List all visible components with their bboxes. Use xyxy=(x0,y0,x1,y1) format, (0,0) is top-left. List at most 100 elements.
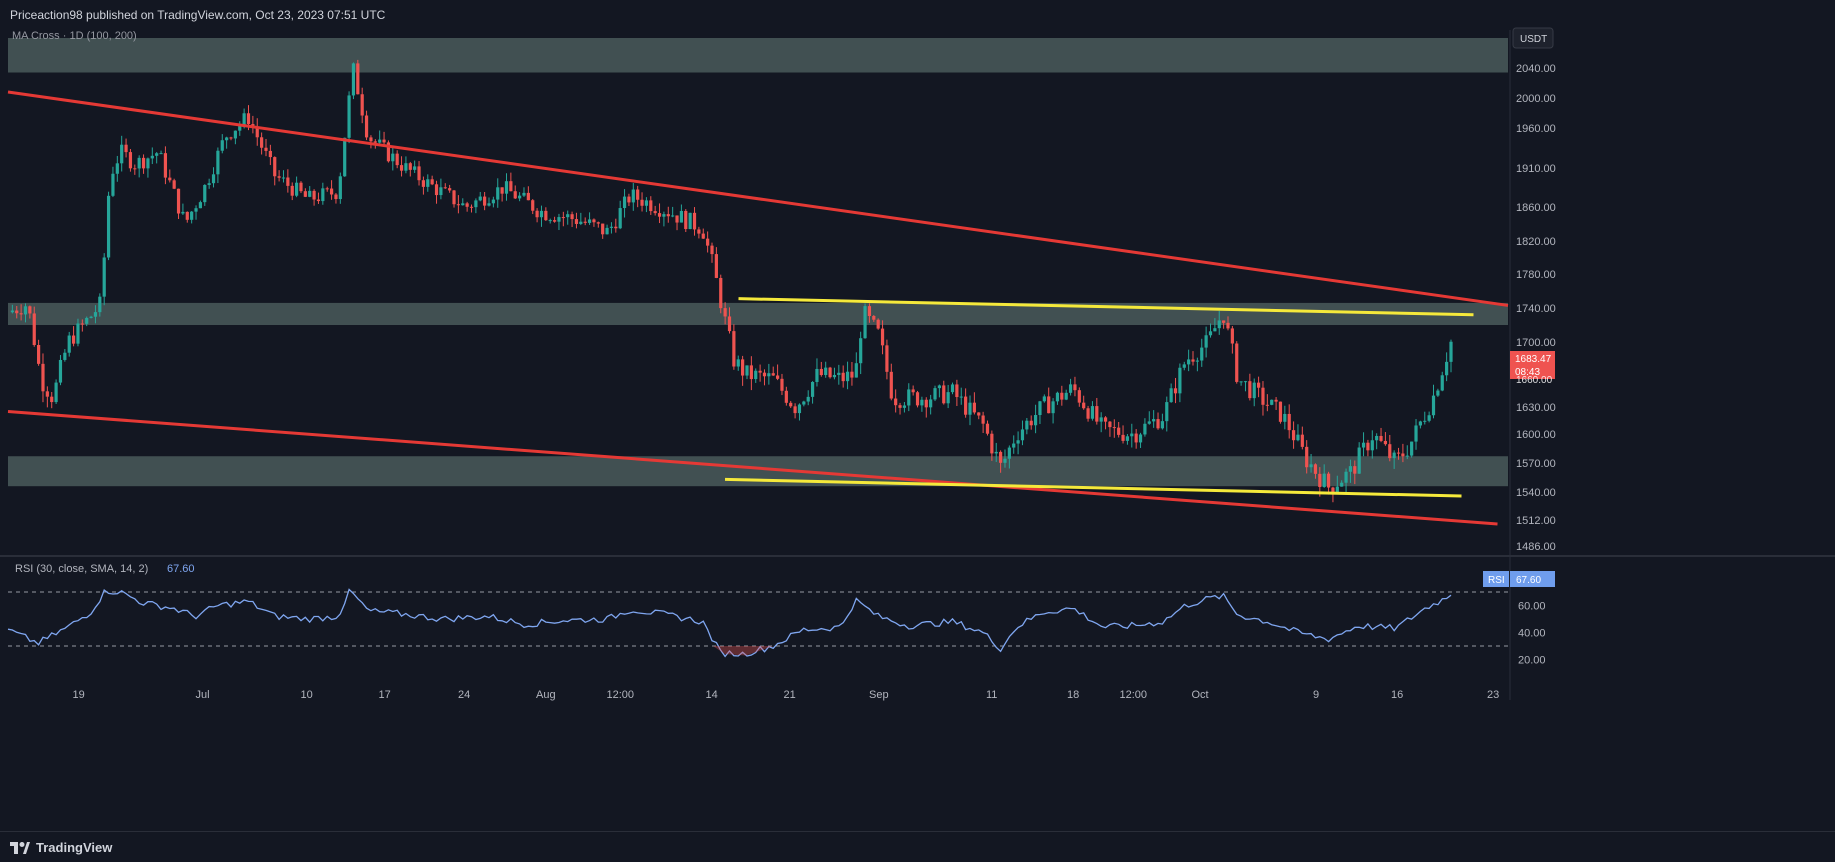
candle-body xyxy=(526,192,530,201)
candle-body xyxy=(434,184,439,196)
candle-body xyxy=(347,95,351,138)
publisher-bar: Priceaction98 published on TradingView.c… xyxy=(0,0,1835,30)
candle-body xyxy=(1200,347,1204,361)
tradingview-logo-icon xyxy=(10,841,30,854)
candle-body xyxy=(1392,452,1396,459)
support-resistance-zone xyxy=(8,302,1508,325)
candle-body xyxy=(754,370,758,380)
candle-body xyxy=(1082,402,1086,409)
candle-body xyxy=(111,173,115,196)
candle-body xyxy=(767,373,771,377)
candle-body xyxy=(496,187,500,200)
candle-body xyxy=(273,157,277,177)
candle-body xyxy=(1143,423,1147,435)
candle-body xyxy=(1204,335,1208,348)
candle-body xyxy=(312,190,316,200)
candle-body xyxy=(1283,413,1287,422)
candle-body xyxy=(587,219,592,223)
candle-body xyxy=(421,180,426,187)
candle-body xyxy=(1016,440,1020,444)
candle-body xyxy=(859,338,863,364)
candle-body xyxy=(644,200,649,206)
candle-body xyxy=(1090,406,1095,419)
candle-body xyxy=(172,180,176,189)
candle-body xyxy=(233,130,237,139)
candle-body xyxy=(225,137,229,141)
candle-body xyxy=(1300,434,1304,447)
time-tick-label: 12:00 xyxy=(607,689,635,701)
candle-body xyxy=(1134,433,1138,443)
time-tick-label: 9 xyxy=(1313,689,1319,701)
candle-body xyxy=(872,316,876,320)
rsi-tick-label: 20.00 xyxy=(1518,655,1546,667)
candle-body xyxy=(815,368,819,382)
time-tick-label: 17 xyxy=(379,689,391,701)
candle-body xyxy=(1309,464,1313,468)
candle-body xyxy=(63,352,67,360)
candle-body xyxy=(176,188,181,214)
candle-body xyxy=(1248,381,1252,399)
price-tick-label: 2040.00 xyxy=(1516,63,1556,75)
candle-body xyxy=(1331,487,1335,493)
candle-body xyxy=(1064,392,1068,400)
candle-body xyxy=(264,147,268,151)
candle-body xyxy=(452,190,456,205)
price-tick-label: 1700.00 xyxy=(1516,337,1556,349)
tradingview-logo[interactable]: TradingView xyxy=(10,840,112,855)
candle-body xyxy=(1042,396,1046,402)
candle-body xyxy=(159,153,163,155)
candle-body xyxy=(351,63,356,96)
candle-body xyxy=(977,412,981,416)
candle-body xyxy=(710,245,714,255)
candle-body xyxy=(539,210,544,218)
candle-body xyxy=(964,396,968,415)
candle-body xyxy=(1226,322,1230,329)
candle-body xyxy=(430,179,434,185)
candle-body xyxy=(1396,452,1401,454)
time-tick-label: 18 xyxy=(1067,689,1079,701)
candle-body xyxy=(28,306,32,314)
time-tick-label: 11 xyxy=(986,689,997,701)
candle-body xyxy=(181,211,185,214)
candle-body xyxy=(1025,420,1029,430)
price-tick-label: 1486.00 xyxy=(1516,541,1556,553)
footer-brand: TradingView xyxy=(36,840,113,855)
candle-body xyxy=(675,215,679,223)
candle-body xyxy=(316,199,321,202)
candle-body xyxy=(999,451,1003,463)
candle-body xyxy=(876,319,880,329)
candle-body xyxy=(1230,328,1234,344)
time-tick-label: 24 xyxy=(458,689,470,701)
channel-trendline xyxy=(7,410,1498,526)
candle-body xyxy=(1012,443,1016,448)
candle-body xyxy=(155,153,159,156)
candle-body xyxy=(1357,447,1361,474)
candle-body xyxy=(1195,360,1199,362)
candle-body xyxy=(915,392,920,406)
candle-body xyxy=(771,373,775,376)
candle-body xyxy=(1095,406,1099,422)
candle-body xyxy=(793,406,797,414)
candle-body xyxy=(41,363,45,392)
time-tick-label: 19 xyxy=(73,689,85,701)
candle-body xyxy=(260,137,264,148)
candle-body xyxy=(950,384,955,393)
candle-body xyxy=(378,139,382,143)
candle-body xyxy=(1033,415,1038,426)
candle-body xyxy=(802,401,806,405)
candle-body xyxy=(732,331,736,367)
candle-body xyxy=(146,158,150,169)
candle-body xyxy=(168,177,172,181)
time-tick-label: 23 xyxy=(1487,689,1499,701)
candle-body xyxy=(579,221,583,224)
candle-body xyxy=(1340,482,1344,487)
candle-body xyxy=(990,433,994,454)
candle-body xyxy=(408,163,412,170)
candle-body xyxy=(1235,343,1239,382)
candle-body xyxy=(522,192,526,196)
candle-body xyxy=(37,344,41,364)
candle-body xyxy=(1217,320,1221,329)
candle-body xyxy=(1208,331,1213,336)
candle-body xyxy=(1361,442,1366,448)
